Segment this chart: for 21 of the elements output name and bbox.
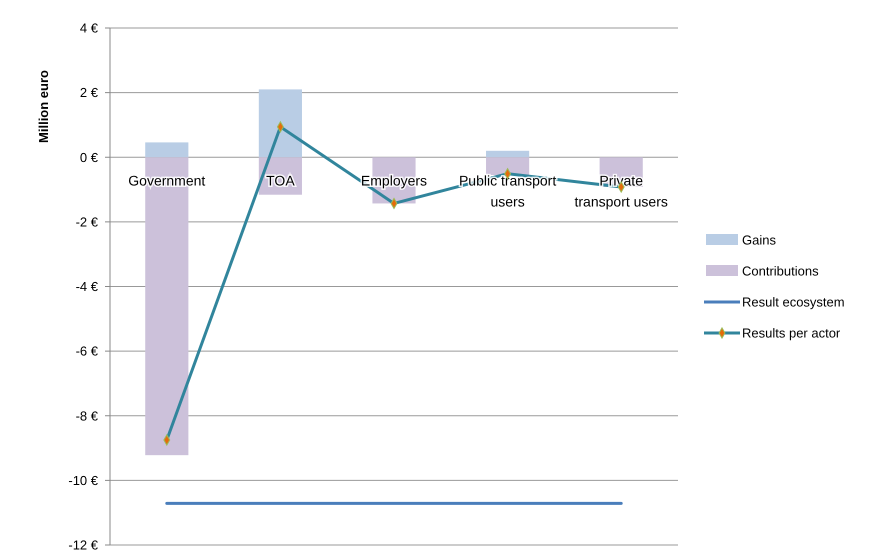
bar [486,150,530,158]
y-tick-label: 4 € [80,20,99,36]
y-tick-label: 0 € [80,150,99,165]
x-tick-label: Employers [360,172,428,188]
y-tick-label: -4 € [76,279,99,294]
y-tick-label: -2 € [76,214,99,230]
y-tick-label: -8 € [76,408,99,424]
y-tick-label: -6 € [76,344,99,359]
bar [258,89,302,158]
x-tick-label: TOA [266,172,296,188]
y-axis-title: Million euro [36,70,51,143]
x-tick-label: Private transport users [574,172,668,210]
bar [145,142,188,158]
y-tick-label: -10 € [68,472,99,488]
legend-label: Gains [742,232,776,248]
legend-label: Results per actor [742,326,841,341]
legend-label: Result ecosystem [742,294,845,310]
y-tick-label: -12 € [68,538,99,553]
x-tick-label: Government [128,172,206,188]
y-tick-label: 2 € [80,85,99,100]
legend-label: Contributions [742,264,820,279]
